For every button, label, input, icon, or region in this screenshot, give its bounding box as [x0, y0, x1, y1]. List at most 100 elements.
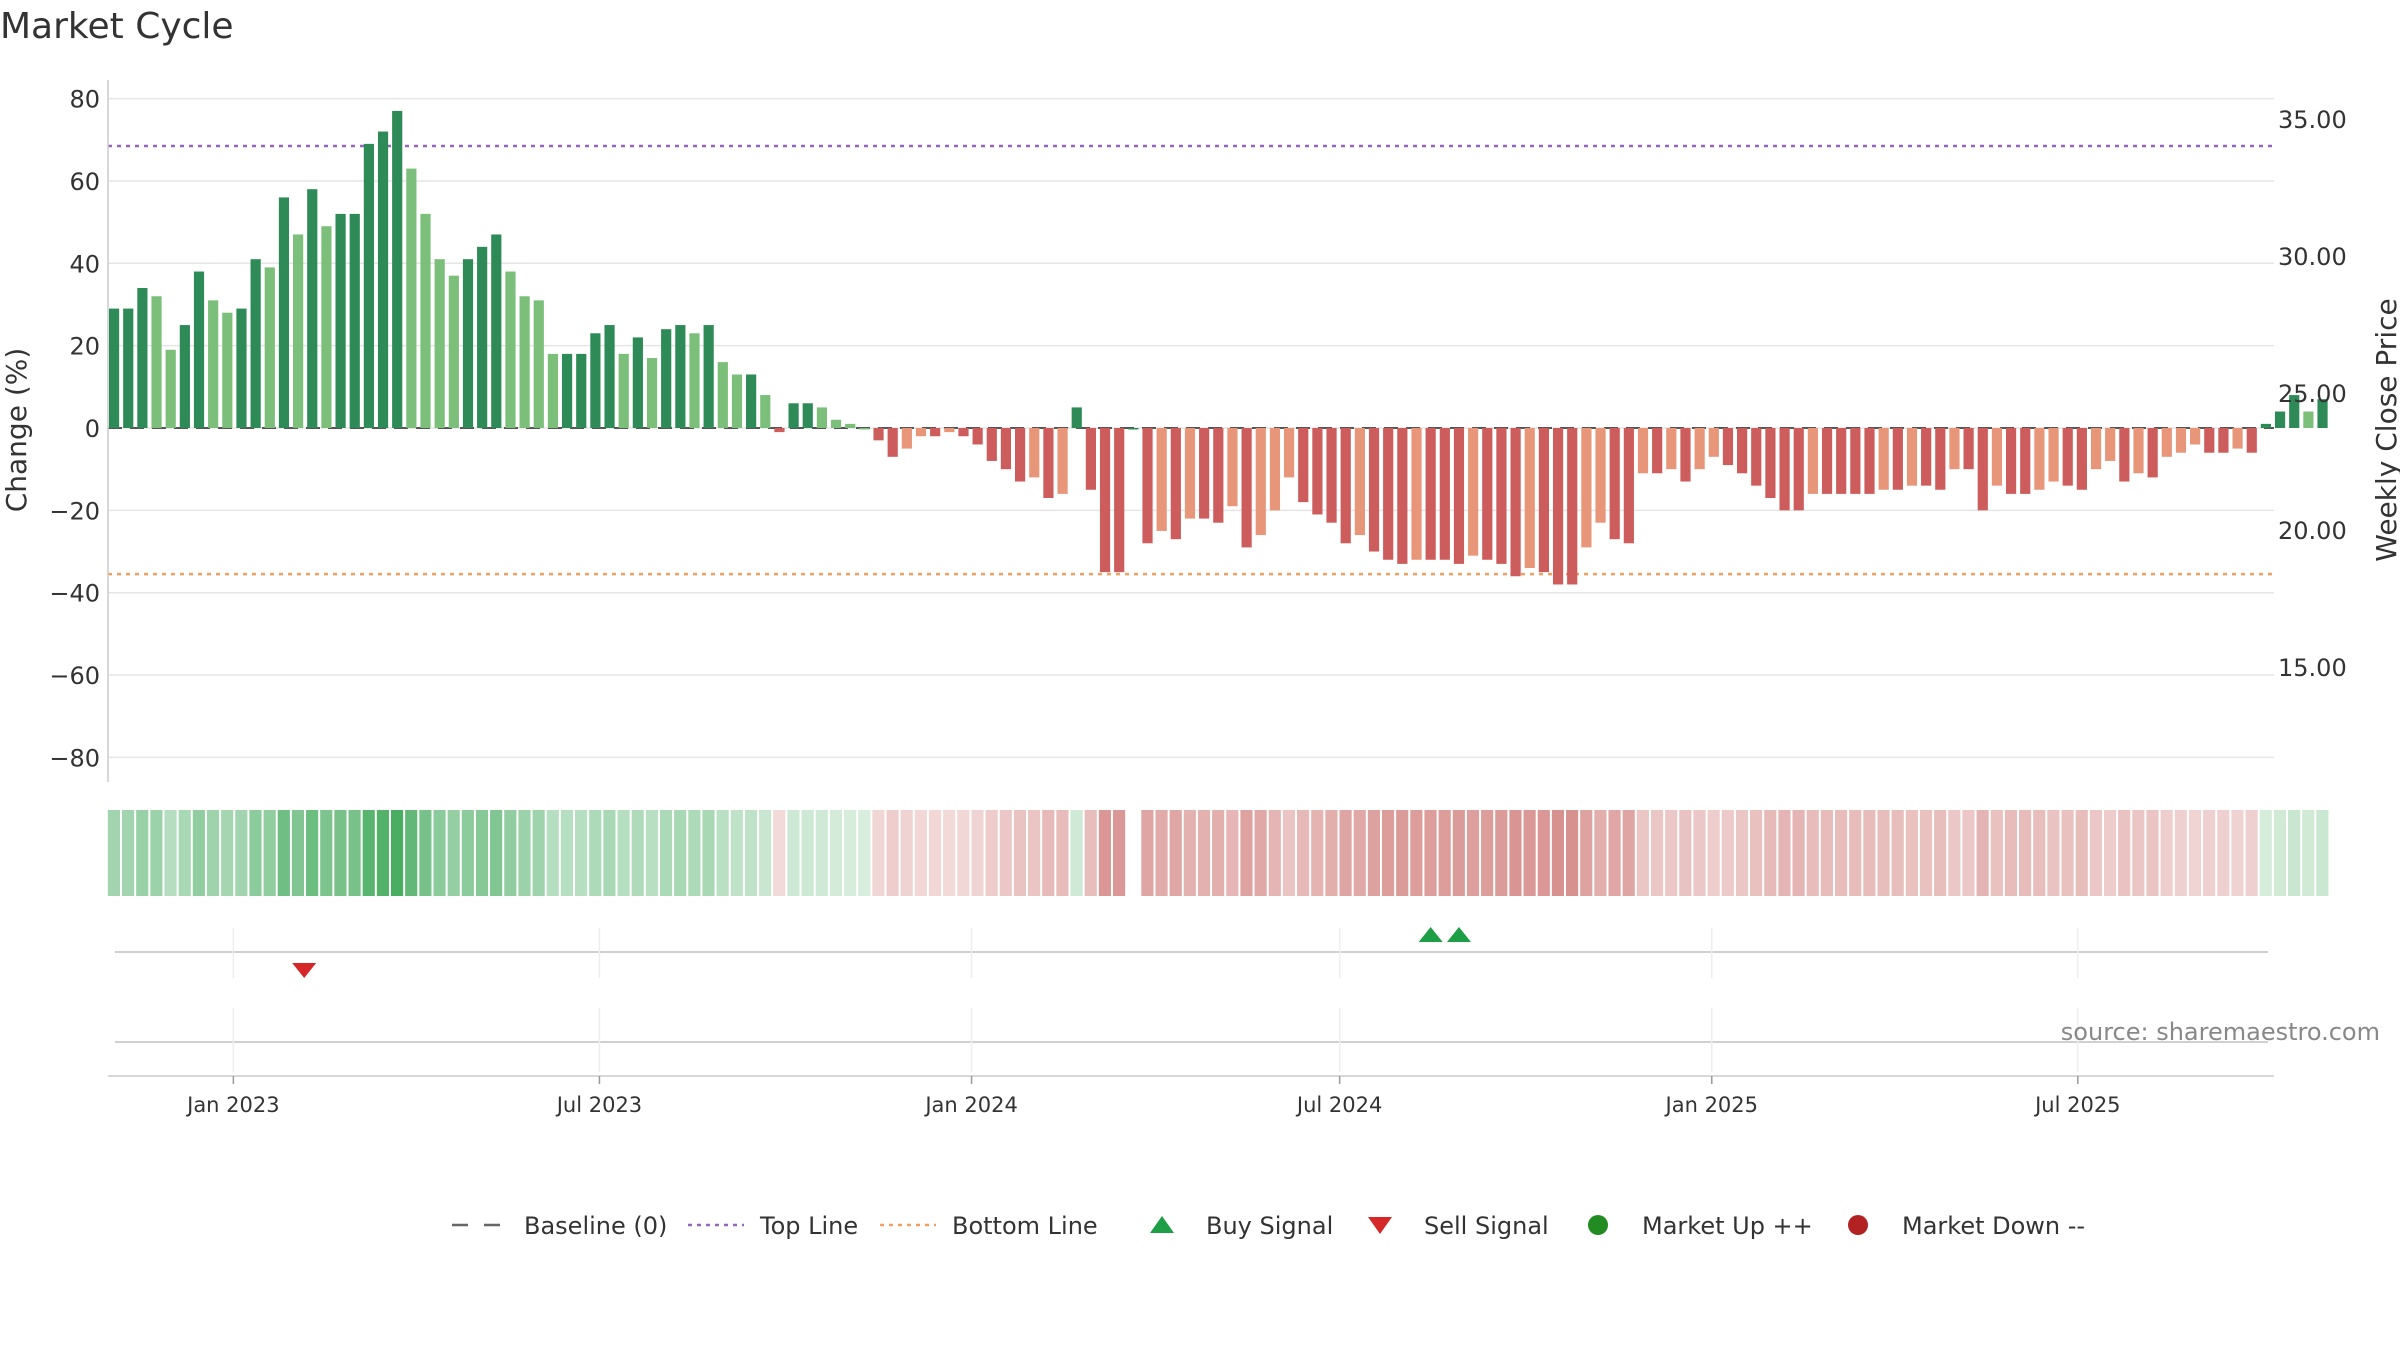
- change-bar: [1864, 428, 1875, 494]
- change-bar: [406, 168, 417, 428]
- change-bar: [1354, 428, 1365, 536]
- y-tick-label: −80: [49, 744, 100, 772]
- y-right-tick-label: 15.00: [2278, 654, 2347, 682]
- change-bars: [108, 110, 2328, 585]
- change-bar: [1057, 428, 1068, 494]
- heat-cell: [886, 810, 899, 896]
- x-tick-label: Jul 2023: [555, 1093, 642, 1117]
- heat-cell: [1466, 810, 1480, 896]
- heat-cell: [504, 810, 517, 896]
- change-bar: [1892, 428, 1903, 490]
- change-bar: [392, 110, 403, 428]
- heat-cell: [914, 810, 927, 896]
- change-bar: [816, 407, 827, 428]
- change-bar: [1821, 428, 1833, 494]
- change-bar: [1453, 428, 1465, 564]
- change-bar: [675, 325, 686, 428]
- heat-cell: [2174, 810, 2187, 896]
- heat-cell: [999, 810, 1012, 896]
- heat-cell: [2288, 810, 2301, 896]
- change-bar: [547, 353, 559, 428]
- heat-cell: [1919, 810, 1933, 896]
- change-bar: [519, 296, 530, 428]
- legend-swatch: [1150, 1216, 1174, 1233]
- change-bar: [1906, 428, 1918, 486]
- change-bar: [1184, 428, 1196, 519]
- change-bar: [1977, 428, 1988, 511]
- heat-cell: [1721, 810, 1734, 896]
- legend-label: Market Up ++: [1642, 1212, 1813, 1240]
- y-right-tick-label: 25.00: [2278, 380, 2347, 408]
- legend-label: Sell Signal: [1424, 1212, 1549, 1240]
- change-bar: [2190, 428, 2201, 445]
- change-bar: [363, 143, 374, 428]
- heat-cell: [390, 810, 404, 896]
- heat-cell: [433, 810, 446, 896]
- change-bar: [1807, 428, 1818, 494]
- change-bar: [703, 325, 714, 428]
- change-bar: [1836, 428, 1847, 494]
- heat-cell: [206, 810, 220, 896]
- legend-label: Top Line: [759, 1212, 858, 1240]
- heat-cell: [829, 810, 843, 896]
- heat-cell: [1594, 810, 1607, 896]
- heat-cell: [560, 810, 574, 896]
- change-bar: [1114, 428, 1125, 573]
- change-bar: [477, 246, 488, 428]
- change-bar: [1751, 428, 1762, 486]
- change-bar: [1652, 428, 1663, 474]
- heat-cell: [1665, 810, 1678, 896]
- change-bar: [2218, 428, 2229, 453]
- change-bar: [2147, 428, 2158, 478]
- change-bar: [576, 353, 587, 428]
- change-bar: [873, 428, 884, 441]
- y-tick-label: 60: [69, 168, 100, 196]
- change-bar: [2232, 428, 2243, 449]
- change-bar: [1142, 428, 1153, 544]
- heat-cell: [1934, 810, 1947, 896]
- legend-item: Buy Signal: [1150, 1212, 1333, 1240]
- heat-cell: [461, 810, 474, 896]
- y-axis-left-ticks: 80 60 40 20 0 −20 −40 −60 −80: [49, 86, 100, 773]
- change-bar: [590, 333, 601, 428]
- heat-cell: [1537, 810, 1550, 896]
- heat-cell: [2004, 810, 2018, 896]
- cycle-heat-strip: [107, 810, 2329, 896]
- heat-cell: [2047, 810, 2060, 896]
- change-bar: [986, 428, 997, 461]
- change-bar: [2048, 428, 2059, 482]
- change-bar: [377, 131, 389, 428]
- change-bar: [1326, 428, 1337, 523]
- heat-cell: [1481, 810, 1494, 896]
- heat-cell: [362, 810, 375, 896]
- change-bar: [2034, 428, 2045, 490]
- heat-cell: [787, 810, 800, 896]
- heat-cell: [2245, 810, 2258, 896]
- y-axis-left-label: Change (%): [0, 348, 33, 513]
- heat-cell: [1948, 810, 1961, 896]
- heat-cell: [2302, 810, 2315, 896]
- heat-cell: [2132, 810, 2145, 896]
- change-bar: [1935, 428, 1946, 490]
- change-bar: [2062, 428, 2073, 486]
- heat-cell: [2203, 810, 2216, 896]
- change-bar: [859, 428, 870, 430]
- heat-cell: [2118, 810, 2131, 896]
- change-bar: [1425, 428, 1436, 560]
- change-bar: [1227, 428, 1238, 507]
- heat-cell: [2259, 810, 2272, 896]
- heat-cell: [277, 810, 290, 896]
- change-bar: [2133, 428, 2144, 474]
- y-axis-right-ticks: 35.00 30.00 25.00 20.00 15.00: [2278, 106, 2347, 682]
- heat-cell: [1240, 810, 1253, 896]
- change-bar: [462, 259, 474, 428]
- heat-cell: [2316, 810, 2329, 896]
- legend-item: Sell Signal: [1368, 1212, 1549, 1240]
- change-bar: [2076, 428, 2087, 490]
- heat-cell: [2231, 810, 2244, 896]
- heat-cell: [221, 810, 234, 896]
- heat-cell: [1566, 810, 1579, 896]
- change-bar: [1340, 428, 1351, 544]
- change-bar: [746, 374, 757, 428]
- change-bar: [1552, 428, 1564, 585]
